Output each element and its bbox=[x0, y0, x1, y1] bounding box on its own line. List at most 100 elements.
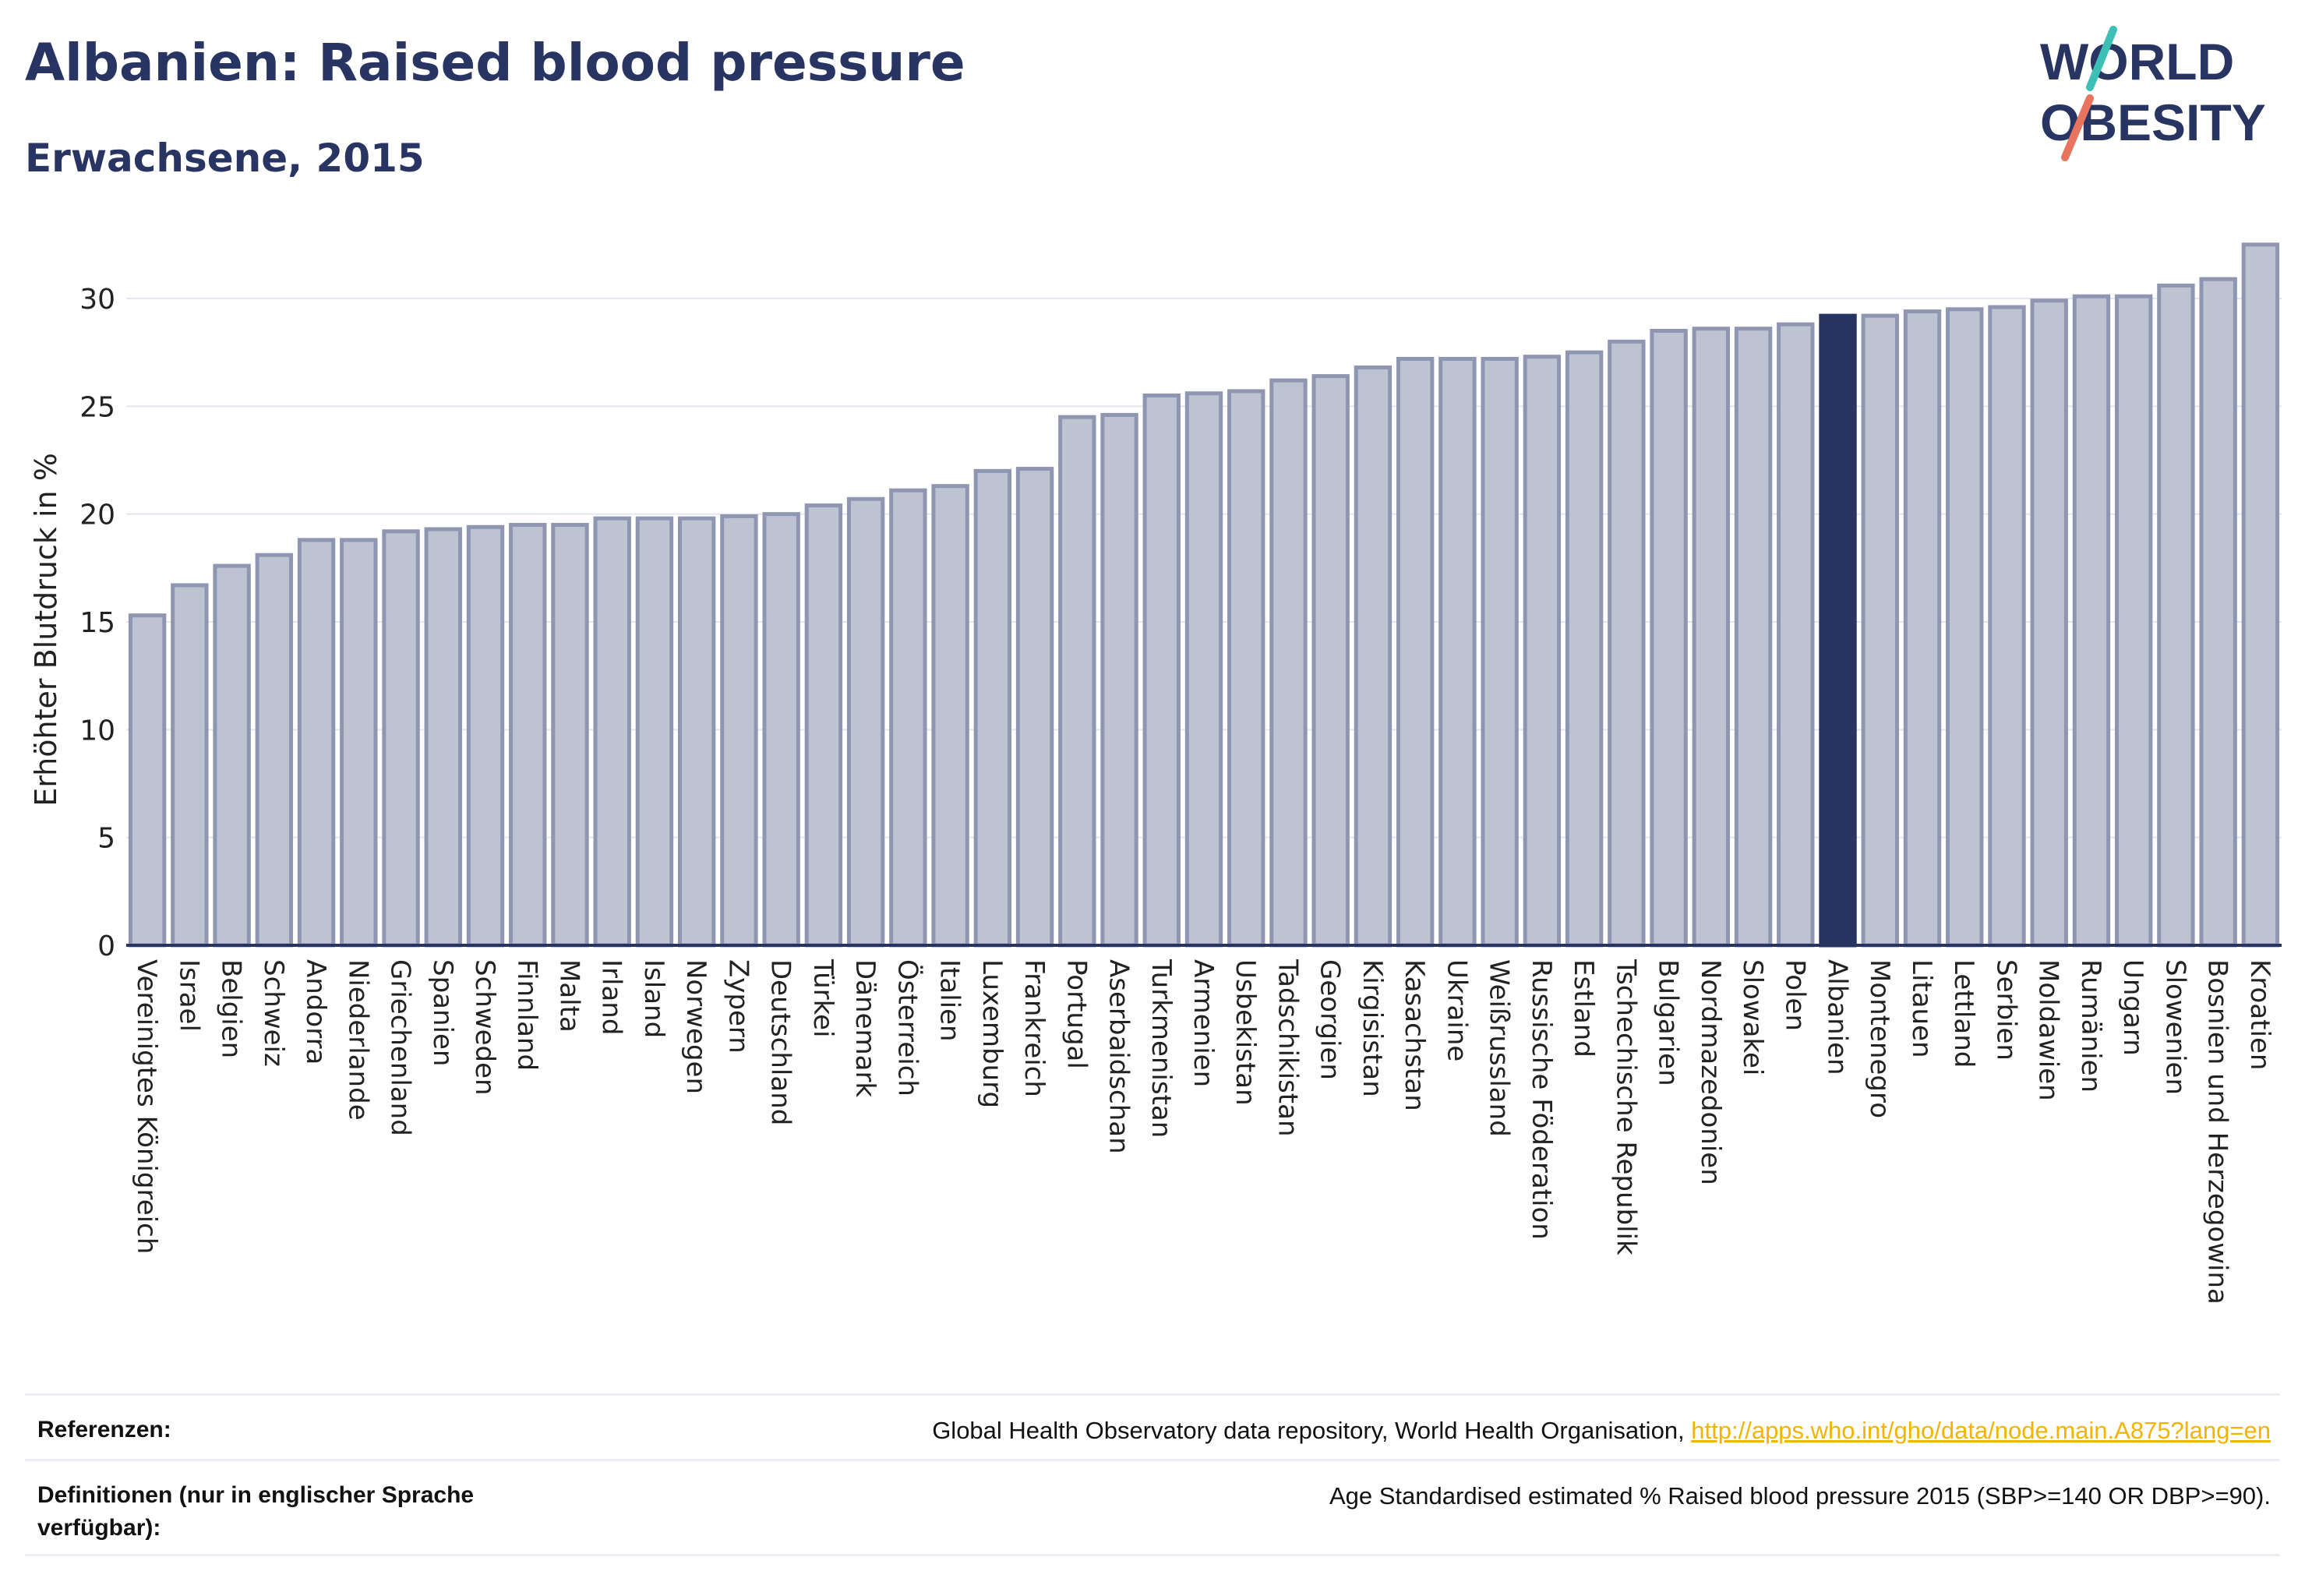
bar-israel[interactable] bbox=[171, 583, 209, 948]
bar-island[interactable] bbox=[635, 516, 674, 948]
bar-georgien[interactable] bbox=[1311, 374, 1350, 948]
bar-rumänien[interactable] bbox=[2072, 294, 2111, 948]
bar-kasachstan[interactable] bbox=[1396, 356, 1435, 948]
bar-türkei[interactable] bbox=[804, 503, 843, 948]
x-tick-label: Weißrussland bbox=[1484, 959, 1515, 1137]
bar-aserbaidschan[interactable] bbox=[1100, 412, 1138, 948]
x-tick-label: Österreich bbox=[891, 959, 923, 1096]
x-tick-label: Moldawien bbox=[2033, 959, 2064, 1101]
x-tick-label: Luxemburg bbox=[976, 959, 1008, 1108]
bar-italien[interactable] bbox=[931, 484, 969, 948]
bar-deutschland[interactable] bbox=[762, 512, 800, 948]
bar-bosnien-und-herzegowina[interactable] bbox=[2199, 277, 2237, 948]
x-tick-label: Turkmenistan bbox=[1145, 959, 1177, 1138]
bar-belgien[interactable] bbox=[213, 563, 251, 948]
bar-kroatien[interactable] bbox=[2241, 242, 2280, 948]
bar-vereinigtes-königreich[interactable] bbox=[128, 613, 167, 948]
bar-polen[interactable] bbox=[1777, 322, 1815, 948]
bar-slowakei[interactable] bbox=[1734, 327, 1773, 948]
y-tick-label: 20 bbox=[79, 500, 115, 531]
bar-ukraine[interactable] bbox=[1438, 356, 1477, 948]
x-tick-label: Vereinigtes Königreich bbox=[131, 959, 162, 1254]
bar-lettland[interactable] bbox=[1946, 307, 1984, 948]
x-tick-label: Portugal bbox=[1061, 959, 1092, 1069]
bar-montenegro[interactable] bbox=[1861, 313, 1899, 948]
x-tick-label: Lettland bbox=[1948, 959, 1979, 1068]
x-tick-label: Armenien bbox=[1188, 959, 1219, 1087]
bar-armenien[interactable] bbox=[1184, 391, 1223, 948]
x-tick-label: Malta bbox=[553, 959, 584, 1033]
x-tick-label: Frankreich bbox=[1018, 959, 1050, 1097]
bar-estland[interactable] bbox=[1565, 350, 1604, 948]
x-tick-label: Ungarn bbox=[2117, 959, 2148, 1056]
logo-slash-teal bbox=[2086, 26, 2117, 91]
bar-finnland[interactable] bbox=[509, 523, 547, 948]
x-tick-label: Finnland bbox=[511, 959, 542, 1071]
x-tick-label: Litauen bbox=[1906, 959, 1937, 1058]
footer-divider-bottom bbox=[25, 1554, 2280, 1556]
bar-kirgisistan[interactable] bbox=[1354, 365, 1393, 948]
bar-portugal[interactable] bbox=[1058, 415, 1096, 948]
x-tick-label: Nordmazedonien bbox=[1695, 959, 1726, 1185]
x-tick-label: Bulgarien bbox=[1653, 959, 1684, 1086]
references-source: Global Health Observatory data repositor… bbox=[932, 1417, 1692, 1444]
x-tick-label: Türkei bbox=[807, 959, 838, 1037]
bar-frankreich[interactable] bbox=[1015, 467, 1054, 948]
x-tick-label: Tschechische Republik bbox=[1610, 959, 1641, 1255]
bar-serbien[interactable] bbox=[1988, 305, 2026, 948]
y-tick-label: 0 bbox=[97, 930, 115, 962]
x-tick-label: Schweiz bbox=[258, 959, 289, 1067]
bar-nordmazedonien[interactable] bbox=[1692, 327, 1731, 948]
bar-chart: 0 5 10 15 20 25 30 Vereinigtes Königreich Israe… bbox=[29, 242, 2282, 1305]
bar-norwegen[interactable] bbox=[677, 516, 716, 948]
bar-malta[interactable] bbox=[551, 523, 589, 948]
x-tick-label: Dänemark bbox=[849, 959, 881, 1097]
bar-österreich[interactable] bbox=[889, 488, 927, 948]
bar-bulgarien[interactable] bbox=[1650, 329, 1688, 948]
bar-litauen[interactable] bbox=[1903, 309, 1942, 948]
x-tick-label: Schweden bbox=[469, 959, 500, 1096]
bar-turkmenistan[interactable] bbox=[1142, 394, 1181, 948]
x-tick-label: Usbekistan bbox=[1230, 959, 1261, 1106]
x-tick-label: Kasachstan bbox=[1399, 959, 1430, 1111]
bar-russische-föderation[interactable] bbox=[1523, 355, 1562, 948]
bar-tschechische-republik[interactable] bbox=[1608, 339, 1646, 948]
x-tick-label: Estland bbox=[1568, 959, 1599, 1058]
bar-ungarn[interactable] bbox=[2114, 294, 2153, 948]
y-tick-labels: 0 5 10 15 20 25 30 bbox=[79, 284, 115, 962]
bar-albanien[interactable] bbox=[1819, 313, 1857, 948]
x-tick-label: Slowakei bbox=[1737, 959, 1768, 1075]
x-tick-label: Russische Föderation bbox=[1526, 959, 1557, 1240]
references-link[interactable]: http://apps.who.int/gho/data/node.main.A… bbox=[1691, 1417, 2271, 1444]
bar-niederlande[interactable] bbox=[340, 538, 378, 948]
x-tick-label: Polen bbox=[1779, 959, 1810, 1031]
bar-andorra[interactable] bbox=[297, 538, 336, 948]
bar-luxemburg[interactable] bbox=[973, 468, 1012, 948]
bar-moldawien[interactable] bbox=[2030, 298, 2068, 948]
logo-slash-coral bbox=[2061, 94, 2094, 161]
bar-schweden[interactable] bbox=[466, 524, 505, 948]
bar-spanien[interactable] bbox=[424, 527, 462, 948]
y-tick-label: 10 bbox=[79, 715, 115, 747]
bar-zypern[interactable] bbox=[720, 514, 758, 948]
x-tick-label: Norwegen bbox=[680, 959, 711, 1094]
x-tick-label: Island bbox=[638, 959, 669, 1038]
bar-weißrussland[interactable] bbox=[1481, 356, 1519, 948]
bar-tadschikistan[interactable] bbox=[1269, 378, 1308, 948]
x-tick-label: Aserbaidschan bbox=[1103, 959, 1135, 1154]
x-tick-label: Belgien bbox=[216, 959, 247, 1058]
bar-usbekistan[interactable] bbox=[1227, 389, 1265, 948]
references-label: Referenzen: bbox=[37, 1417, 171, 1442]
bar-irland[interactable] bbox=[593, 516, 631, 948]
chart-subtitle: Erwachsene, 2015 bbox=[25, 136, 425, 181]
definitions-text: Age Standardised estimated % Raised bloo… bbox=[1329, 1482, 2271, 1509]
bar-dänemark[interactable] bbox=[846, 496, 885, 948]
y-axis-label: Erhöhter Blutdruck in % bbox=[29, 453, 63, 807]
bar-slowenien[interactable] bbox=[2157, 283, 2195, 948]
bar-schweiz[interactable] bbox=[255, 553, 294, 948]
bar-griechenland[interactable] bbox=[382, 529, 420, 948]
x-tick-label: Zypern bbox=[722, 959, 754, 1054]
y-tick-label: 30 bbox=[79, 284, 115, 316]
x-tick-label: Andorra bbox=[300, 959, 331, 1065]
logo-text-world: WORLD bbox=[2040, 33, 2234, 90]
